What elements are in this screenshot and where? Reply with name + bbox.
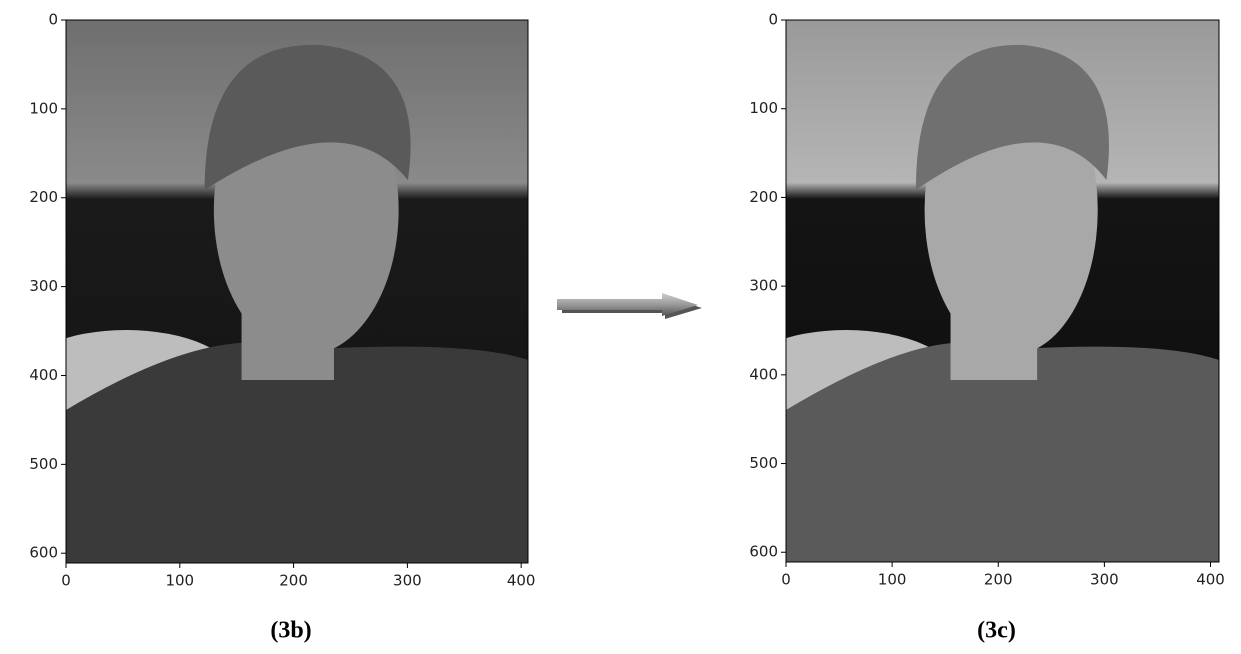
x-tick-label: 100 <box>165 572 194 590</box>
y-tick-label: 0 <box>768 11 778 29</box>
y-tick-label: 500 <box>749 454 778 472</box>
y-tick-label: 400 <box>749 365 778 383</box>
y-tick-label: 600 <box>29 544 58 562</box>
y-tick-label: 100 <box>29 99 58 117</box>
x-tick-label: 100 <box>878 571 907 589</box>
x-tick-label: 200 <box>984 571 1013 589</box>
figure: 0 100 200 300 400 0 100 200 300 400 500 600 (3b) 0 100… <box>0 0 1241 654</box>
x-tick-label: 400 <box>507 572 536 590</box>
y-tick-label: 300 <box>749 277 778 295</box>
y-tick-label: 0 <box>48 11 58 29</box>
image <box>16 20 528 563</box>
y-tick-label: 500 <box>29 455 58 473</box>
x-tick-label: 400 <box>1196 571 1225 589</box>
panel: 0 100 200 300 400 0 100 200 300 400 500 600 (3b) <box>16 11 535 644</box>
x-tick-label: 300 <box>1090 571 1119 589</box>
x-tick-label: 0 <box>61 572 71 590</box>
caption: (3b) <box>270 618 311 644</box>
image <box>736 20 1219 562</box>
y-tick-label: 100 <box>749 99 778 117</box>
x-tick-label: 200 <box>279 572 308 590</box>
arrow <box>557 293 702 319</box>
y-tick-label: 200 <box>749 188 778 206</box>
y-tick-label: 400 <box>29 366 58 384</box>
y-tick-label: 200 <box>29 188 58 206</box>
y-tick-label: 300 <box>29 277 58 295</box>
x-tick-label: 0 <box>781 571 791 589</box>
x-tick-label: 300 <box>393 572 422 590</box>
caption: (3c) <box>977 618 1016 644</box>
y-tick-label: 600 <box>749 543 778 561</box>
panel: 0 100 200 300 400 0 100 200 300 400 500 600 (3c) <box>736 11 1225 644</box>
